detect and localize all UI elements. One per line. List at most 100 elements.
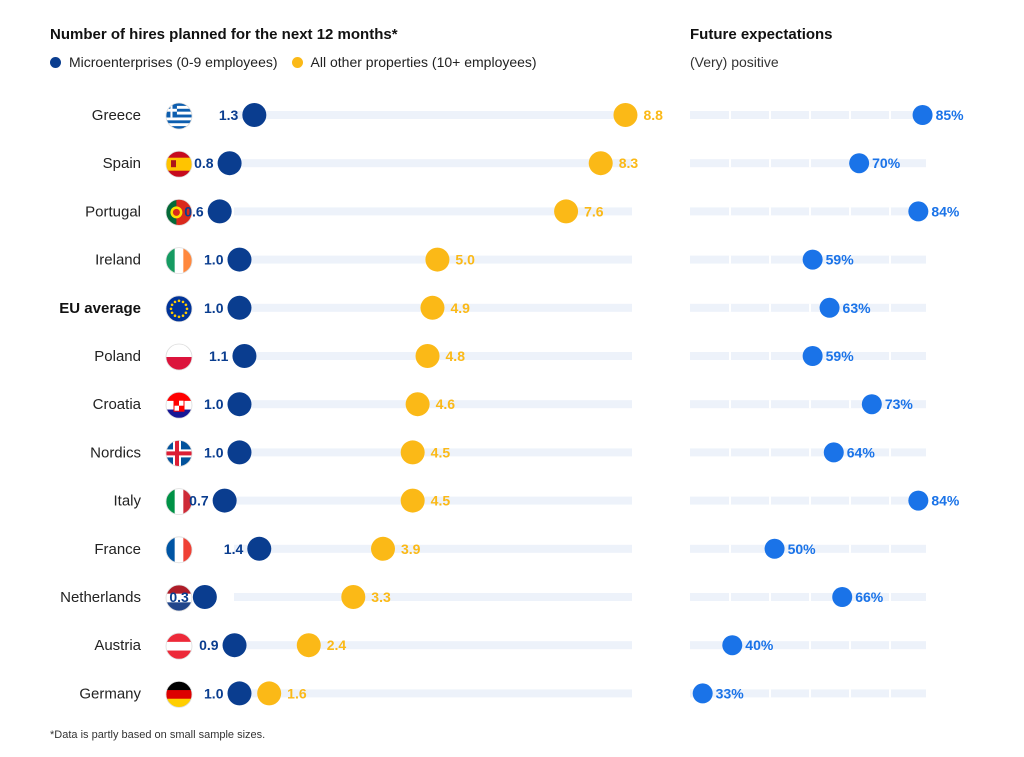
dot-expectation: [823, 442, 844, 463]
value-label-micro: 1.0: [204, 444, 224, 460]
dot-micro: [217, 151, 242, 176]
value-label-expectation: 33%: [716, 685, 745, 701]
value-label-expectation: 73%: [885, 396, 914, 412]
chart-title-expectations: Future expectations: [690, 26, 833, 43]
value-label-micro: 1.0: [204, 685, 224, 701]
flag-portugal-icon: [165, 198, 193, 226]
value-label-expectation: 63%: [843, 300, 872, 316]
value-label-other: 4.8: [446, 348, 466, 364]
value-label-micro: 1.1: [209, 348, 229, 364]
category-label: Germany: [79, 685, 141, 702]
flag-germany-icon: [165, 681, 193, 708]
footnote: *Data is partly based on small sample si…: [50, 729, 266, 741]
legend: Microenterprises (0-9 employees) All oth…: [50, 54, 551, 70]
flag-ireland-icon: [165, 247, 193, 275]
value-label-expectation: 85%: [936, 107, 965, 123]
category-label: Greece: [92, 107, 141, 124]
legend-item-other: All other properties (10+ employees): [291, 54, 537, 70]
dot-other: [405, 392, 430, 417]
dot-micro: [227, 295, 252, 320]
value-label-other: 8.8: [643, 107, 663, 123]
dot-micro: [227, 392, 252, 417]
chart-row: Austria 2.4 0.9 40%: [94, 632, 926, 660]
category-label: Netherlands: [60, 589, 141, 606]
flag-eu-icon: [165, 295, 193, 323]
dot-other: [415, 344, 440, 368]
value-label-micro: 0.9: [199, 637, 219, 653]
category-label: Ireland: [95, 252, 141, 269]
track-expectations: [690, 641, 926, 650]
category-label: EU average: [59, 300, 141, 317]
value-label-micro: 0.8: [194, 155, 214, 171]
chart-row: Netherlands 3.3 0.3 66%: [60, 584, 926, 612]
flag-austria-icon: [165, 632, 193, 660]
dot-micro: [227, 681, 252, 706]
track-expectations: [690, 111, 926, 119]
dot-other: [400, 440, 425, 465]
track-expectations: [690, 207, 926, 216]
dot-micro: [222, 633, 247, 658]
dot-expectation: [722, 635, 743, 656]
chart-row: France 3.9 1.4 50%: [94, 536, 926, 564]
dot-other: [425, 247, 450, 272]
category-label: Croatia: [93, 396, 142, 413]
value-label-other: 1.6: [287, 685, 307, 701]
legend-dot-other: [291, 56, 303, 68]
value-label-expectation: 59%: [826, 348, 855, 364]
chart-title-hires: Number of hires planned for the next 12 …: [50, 26, 398, 43]
dot-micro: [247, 536, 272, 561]
track-expectations: [690, 159, 926, 168]
legend-label-other: All other properties (10+ employees): [310, 54, 537, 70]
flag-croatia-icon: [165, 391, 193, 419]
value-label-micro: 1.0: [204, 396, 224, 412]
dot-micro: [242, 103, 267, 127]
chart-row: Greece 8.8 1.3 85%: [92, 102, 965, 130]
chart-row: Portugal 7.6 0.6 84%: [85, 198, 960, 226]
track-expectations: [690, 496, 926, 505]
chart-row: EU average 4.9 1.0 63%: [59, 295, 926, 323]
value-label-other: 2.4: [327, 637, 347, 653]
value-label-expectation: 84%: [931, 203, 960, 219]
value-label-other: 4.5: [431, 493, 451, 509]
category-label: Spain: [103, 155, 141, 172]
flag-poland-icon: [165, 343, 193, 371]
value-label-other: 3.3: [371, 589, 391, 605]
legend-item-micro: Microenterprises (0-9 employees): [50, 54, 278, 70]
dot-expectation: [908, 490, 929, 511]
dot-other: [370, 536, 395, 561]
value-label-expectation: 66%: [855, 589, 884, 605]
track-hires: [234, 159, 632, 168]
dot-expectation: [861, 394, 882, 415]
value-label-expectation: 50%: [788, 541, 817, 557]
chart-row: Italy 4.5 0.7 84%: [113, 488, 960, 516]
value-label-other: 4.6: [436, 396, 456, 412]
value-label-expectation: 84%: [931, 493, 960, 509]
chart-row: Nordics 4.5 1.0 64%: [90, 439, 926, 467]
value-label-other: 5.0: [455, 252, 475, 268]
dot-expectation: [802, 249, 823, 270]
dot-micro: [207, 199, 232, 224]
value-label-other: 7.6: [584, 203, 604, 219]
dot-other: [588, 151, 613, 176]
flag-spain-icon: [165, 150, 193, 178]
dot-other: [400, 488, 425, 513]
value-label-expectation: 59%: [826, 252, 855, 268]
flag-france-icon: [165, 536, 193, 564]
track-hires: [234, 593, 632, 601]
dot-other: [613, 103, 638, 127]
chart-row: Germany 1.6 1.0 33%: [79, 681, 926, 708]
flag-italy-icon: [165, 488, 193, 516]
dot-other: [257, 681, 282, 706]
dot-expectation: [912, 105, 933, 125]
track-hires: [234, 544, 632, 553]
track-hires: [234, 207, 632, 216]
value-label-micro: 1.3: [219, 107, 239, 123]
track-expectations: [690, 400, 926, 409]
legend-label-micro: Microenterprises (0-9 employees): [69, 54, 278, 70]
dot-other: [296, 633, 321, 658]
track-hires: [234, 400, 632, 409]
legend-dot-micro: [50, 56, 61, 68]
track-expectations: [690, 303, 926, 312]
track-hires: [234, 111, 632, 119]
dot-expectation: [908, 201, 929, 222]
